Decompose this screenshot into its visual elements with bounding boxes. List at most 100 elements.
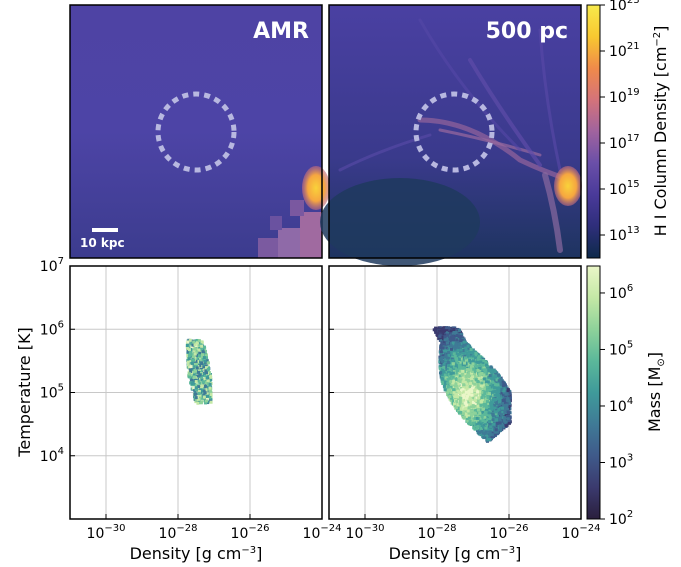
phase-point: [494, 412, 498, 416]
phase-point: [467, 392, 471, 396]
phase-point: [441, 377, 445, 381]
phase-point: [192, 340, 196, 344]
phase-point: [442, 348, 446, 352]
colorbar-mass-tick-label: 102: [609, 509, 633, 528]
phase-point: [189, 370, 193, 374]
phase-point: [494, 383, 498, 387]
phase-point: [481, 383, 485, 387]
phase-point: [465, 396, 469, 400]
phase-point: [482, 366, 486, 370]
phase-point: [206, 361, 210, 365]
phase-point: [508, 415, 512, 419]
phase-point: [465, 385, 469, 389]
phase-point: [204, 364, 208, 368]
phase-point: [470, 369, 474, 373]
phase-point: [452, 370, 456, 374]
phase-point: [505, 403, 509, 407]
phase-point: [502, 386, 506, 390]
phase-point: [469, 347, 473, 351]
phase-point: [470, 422, 474, 426]
phase-point: [498, 429, 502, 433]
phase-point: [483, 395, 487, 399]
phase-point: [188, 345, 192, 349]
phase-point: [442, 365, 446, 369]
phase-point: [198, 395, 202, 399]
phase-point: [465, 351, 469, 355]
phase-point: [191, 343, 195, 347]
colorbar-mass-tick-label: 104: [609, 396, 633, 415]
phase-point: [200, 378, 204, 382]
phase-point: [490, 405, 494, 409]
phase-point: [204, 356, 208, 360]
phase-point: [467, 346, 471, 350]
phase-point: [202, 367, 206, 371]
phase-point: [506, 417, 510, 421]
phase-point: [473, 390, 477, 394]
phase-point: [451, 331, 455, 335]
phase-point: [479, 422, 483, 426]
phase-point: [494, 418, 498, 422]
phase-point: [468, 356, 472, 360]
phase-point: [483, 431, 487, 435]
phase-point: [475, 422, 479, 426]
phase-point: [188, 338, 192, 342]
phase-point: [190, 378, 194, 382]
phase-point: [478, 369, 482, 373]
phase-point: [497, 409, 501, 413]
phase-point: [459, 342, 463, 346]
phase-point: [203, 359, 207, 363]
phase-point: [195, 398, 199, 402]
phase-point: [490, 380, 494, 384]
colorbar-column-density-tick-label: 1019: [609, 87, 640, 106]
phase-point: [452, 399, 456, 403]
phase-point: [502, 423, 506, 427]
phase-point: [202, 365, 206, 369]
phase-point: [501, 410, 505, 414]
phase-point: [449, 329, 453, 333]
phase-point: [451, 337, 455, 341]
phase-point: [506, 397, 510, 401]
phase-point: [454, 350, 458, 354]
phase-point: [495, 399, 499, 403]
phase-point: [473, 369, 477, 373]
phase-point: [492, 383, 496, 387]
phase-point: [484, 397, 488, 401]
phase-point: [481, 393, 485, 397]
phase-point: [459, 332, 463, 336]
phase-point: [488, 397, 492, 401]
phase-point: [465, 379, 469, 383]
phase-point: [458, 352, 462, 356]
phase-point: [447, 372, 451, 376]
phase-point: [197, 385, 201, 389]
phase-point: [477, 360, 481, 364]
phase-point: [486, 408, 490, 412]
phase-point: [207, 371, 211, 375]
phase-point: [464, 374, 468, 378]
phase-point: [466, 419, 470, 423]
phase-point: [493, 389, 497, 393]
phase-point: [501, 402, 505, 406]
panel-bottom-right-frame: [328, 265, 582, 520]
phase-point: [190, 361, 194, 365]
phase-point: [466, 394, 470, 398]
phase-point: [454, 374, 458, 378]
phase-point: [498, 417, 502, 421]
phase-point: [473, 382, 477, 386]
phase-point: [448, 355, 452, 359]
phase-point: [451, 362, 455, 366]
phase-point: [442, 333, 446, 337]
phase-point: [195, 339, 199, 343]
phase-point: [203, 382, 207, 386]
phase-point: [203, 374, 207, 378]
phase-point: [486, 437, 490, 441]
phase-point: [194, 386, 198, 390]
phase-point: [447, 383, 451, 387]
phase-point: [497, 398, 501, 402]
phase-point: [464, 402, 468, 406]
phase-point: [501, 398, 505, 402]
phase-point: [205, 358, 209, 362]
phase-point: [493, 369, 497, 373]
phase-point: [205, 399, 209, 403]
phase-point: [475, 427, 479, 431]
phase-point: [453, 354, 457, 358]
